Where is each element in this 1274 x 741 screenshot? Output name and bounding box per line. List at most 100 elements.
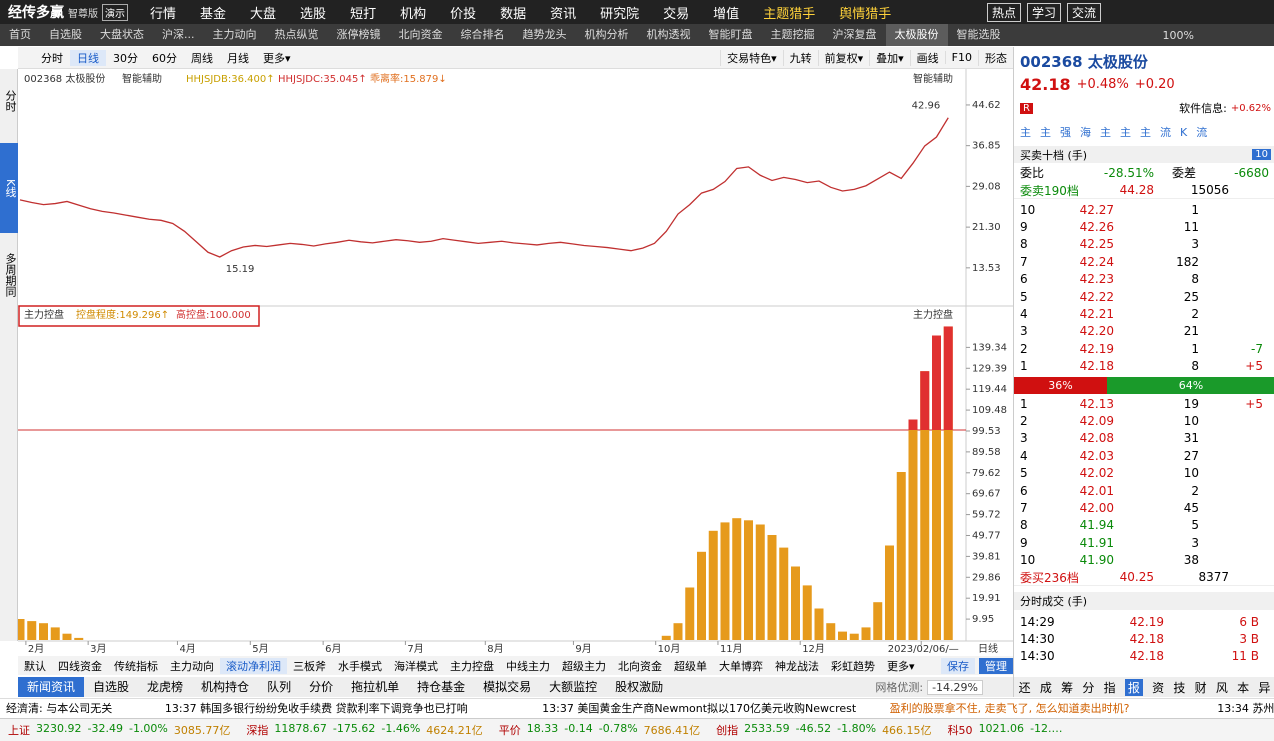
tool-button[interactable]: 形态	[978, 49, 1013, 66]
indicator-button[interactable]: 主力动向	[170, 659, 214, 673]
indicator-button[interactable]: 三板斧	[293, 659, 326, 673]
menu-button[interactable]: 交流	[1066, 2, 1101, 22]
menu-button[interactable]: 学习	[1026, 2, 1061, 22]
indicator-button[interactable]: 主力控盘	[450, 659, 494, 673]
indicator-button[interactable]: 彩虹趋势	[831, 659, 875, 673]
tab[interactable]: 涨停榜镜	[336, 28, 381, 41]
menu-item[interactable]: 大盘	[250, 6, 277, 22]
bottom-tab[interactable]: 股权激励	[615, 680, 664, 694]
tab[interactable]: 趋势龙头	[522, 28, 567, 41]
news-item[interactable]: 盈利的股票拿不住, 走卖飞了, 怎么知道卖出时机?	[889, 702, 1130, 715]
indicator-button[interactable]: 默认	[24, 659, 46, 673]
tool-button[interactable]: 叠加▾	[869, 49, 910, 66]
menu-item[interactable]: 舆情猎手	[839, 6, 892, 22]
quote-tab[interactable]: 技	[1173, 680, 1186, 695]
manage-button[interactable]: 管理	[979, 657, 1013, 674]
bottom-tab[interactable]: 大额监控	[549, 680, 598, 694]
side-tab[interactable]: 多周期同屏	[0, 253, 17, 297]
tool-button[interactable]: 前复权▾	[817, 49, 870, 66]
menu-item[interactable]: 行情	[150, 6, 177, 22]
period-button[interactable]: 60分	[152, 51, 177, 65]
bottom-tab[interactable]: 拖拉机单	[351, 680, 400, 694]
tab[interactable]: 沪深复盘	[832, 28, 877, 41]
quote-tab[interactable]: 筹	[1061, 680, 1074, 695]
tool-button[interactable]: 交易特色▾	[720, 49, 783, 66]
indicator-button[interactable]: 四线资金	[58, 659, 102, 673]
menu-item[interactable]: 短打	[350, 6, 377, 22]
quote-button[interactable]: K	[1180, 125, 1188, 139]
ticker-item[interactable]: 平价 18.33 -0.14 -0.78% 7686.41亿	[491, 722, 708, 738]
quote-button[interactable]: 强	[1060, 126, 1071, 139]
indicator-button[interactable]: 水手模式	[338, 659, 382, 673]
tab[interactable]: 首页	[9, 28, 31, 41]
menu-item[interactable]: 主题猎手	[763, 6, 816, 22]
tab[interactable]: 主题挖掘	[770, 28, 815, 41]
quote-button[interactable]: 流	[1160, 126, 1171, 139]
tab[interactable]: 太极股份	[885, 24, 948, 46]
quote-tab[interactable]: 风	[1215, 680, 1228, 695]
tool-button[interactable]: 画线	[909, 49, 945, 66]
menu-item[interactable]: 机构	[400, 6, 427, 22]
quote-button[interactable]: 主	[1100, 126, 1111, 139]
tab[interactable]: 北向资金	[398, 28, 443, 41]
quote-tab[interactable]: 还	[1018, 680, 1031, 695]
bottom-tab[interactable]: 持仓基金	[417, 680, 466, 694]
tab[interactable]: 主力动向	[212, 28, 257, 41]
indicator-button[interactable]: 更多▾	[887, 659, 915, 673]
indicator-button[interactable]: 海洋模式	[394, 659, 438, 673]
side-tab[interactable]: 分时	[4, 90, 17, 112]
period-button[interactable]: 周线	[191, 51, 213, 65]
tab[interactable]: 大盘状态	[100, 28, 144, 41]
bottom-tab[interactable]: 自选股	[93, 680, 130, 694]
menu-item[interactable]: 价投	[450, 6, 477, 22]
quote-button[interactable]: 主	[1020, 126, 1031, 139]
quote-tab[interactable]: 异	[1258, 680, 1271, 695]
period-button[interactable]: 更多▾	[263, 51, 291, 65]
quote-tab[interactable]: 指	[1103, 680, 1116, 695]
save-button[interactable]: 保存	[941, 657, 975, 674]
news-item[interactable]: 13:34 苏州	[1217, 702, 1274, 715]
indicator-button[interactable]: 传统指标	[114, 659, 158, 673]
bottom-tab[interactable]: 新闻资讯	[18, 677, 85, 697]
bottom-tab[interactable]: 分价	[309, 680, 334, 694]
menu-item[interactable]: 资讯	[550, 6, 577, 22]
tab[interactable]: 智能盯盘	[708, 28, 753, 41]
indicator-button[interactable]: 神龙战法	[775, 659, 819, 673]
indicator-button[interactable]: 超级单	[674, 659, 707, 673]
ticker-item[interactable]: 深指 11878.67 -175.62 -1.46% 4624.21亿	[238, 722, 490, 738]
side-tab[interactable]: K线	[0, 143, 18, 233]
tool-button[interactable]: 九转	[782, 49, 818, 66]
indicator-button[interactable]: 大单博弈	[719, 659, 763, 673]
bottom-tab[interactable]: 模拟交易	[483, 680, 532, 694]
menu-item[interactable]: 基金	[200, 6, 227, 22]
quote-tab[interactable]: 报	[1124, 678, 1143, 696]
period-button[interactable]: 日线	[70, 49, 106, 66]
quote-button[interactable]: 主	[1040, 126, 1051, 139]
news-item[interactable]: 经濟清: 与本公司无关	[6, 702, 113, 715]
menu-button[interactable]: 热点	[986, 2, 1021, 22]
indicator-button[interactable]: 滚动净利润	[220, 657, 287, 674]
indicator-button[interactable]: 中线主力	[506, 659, 550, 673]
tab[interactable]: 沪深...	[162, 28, 195, 41]
menu-item[interactable]: 选股	[300, 6, 327, 22]
indicator-button[interactable]: 北向资金	[618, 659, 662, 673]
quote-tab[interactable]: 分	[1082, 680, 1095, 695]
ticker-item[interactable]: 科50 1021.06 -12.…	[940, 722, 1071, 738]
quote-button[interactable]: 海	[1080, 126, 1091, 139]
quote-tab[interactable]: 成	[1039, 680, 1052, 695]
quote-tab[interactable]: 本	[1237, 680, 1250, 695]
tab[interactable]: 综合排名	[460, 28, 505, 41]
bottom-tab[interactable]: 机构持仓	[201, 680, 250, 694]
tab[interactable]: 机构透视	[646, 28, 691, 41]
quote-button[interactable]: 主	[1120, 126, 1131, 139]
period-button[interactable]: 30分	[113, 51, 138, 65]
quote-tab[interactable]: 财	[1194, 680, 1207, 695]
ticker-item[interactable]: 上证 3230.92 -32.49 -1.00% 3085.77亿	[0, 722, 238, 738]
indicator-button[interactable]: 超级主力	[562, 659, 606, 673]
tool-button[interactable]: F10	[944, 51, 978, 64]
menu-item[interactable]: 增值	[713, 6, 740, 22]
menu-item[interactable]: 交易	[663, 6, 690, 22]
ticker-item[interactable]: 创指 2533.59 -46.52 -1.80% 466.15亿	[708, 722, 939, 738]
period-button[interactable]: 月线	[227, 51, 249, 65]
tab[interactable]: 自选股	[49, 28, 82, 41]
